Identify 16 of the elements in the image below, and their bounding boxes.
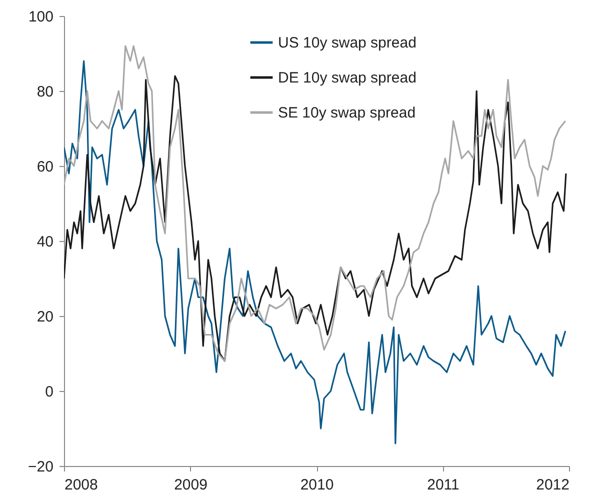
legend-label: SE 10y swap spread [278,104,416,122]
x-tick-label: 2012 [536,476,570,494]
x-tick-label: 2008 [64,476,98,494]
y-tick-label: 100 [28,8,54,26]
legend-label: US 10y swap spread [278,34,416,52]
x-tick-label: 2010 [300,476,334,494]
y-tick-label: 40 [36,234,54,250]
y-tick-label: 20 [36,308,54,326]
y-tick-label: 80 [36,84,54,100]
line-series [64,60,566,444]
y-tick-label: 60 [36,158,54,176]
x-tick-label: 2009 [174,476,208,494]
x-tick-label: 2011 [427,476,460,494]
y-tick-label: −20 [28,458,54,476]
legend-label: DE 10y swap spread [278,70,416,86]
y-tick-label: 0 [45,384,54,400]
